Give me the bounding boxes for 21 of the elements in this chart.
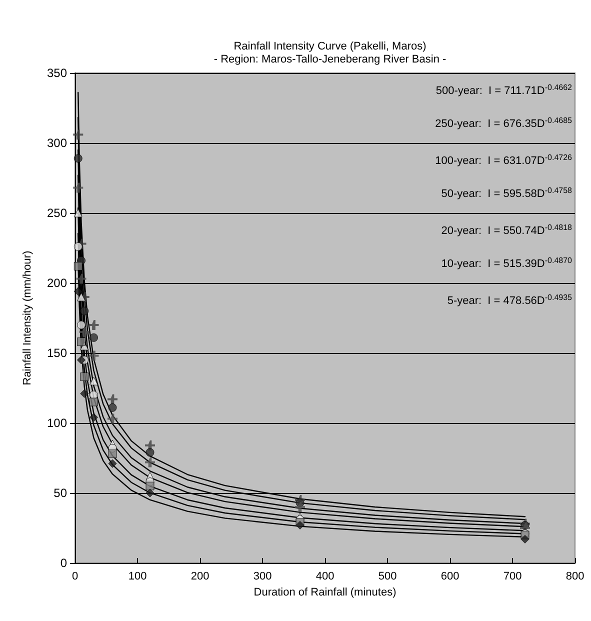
- y-tick-label: 50: [54, 486, 68, 500]
- x-tick-label: 200: [190, 570, 210, 582]
- x-tick-label: 100: [128, 570, 147, 582]
- y-tick-label: 100: [46, 416, 68, 430]
- y-tick-label: 200: [46, 276, 68, 290]
- y-tick-label: 350: [46, 66, 68, 80]
- y-tick-label: 0: [60, 556, 68, 570]
- y-tick-label: 300: [46, 136, 68, 150]
- x-tick-label: 800: [566, 570, 584, 582]
- x-tick-label: 400: [316, 570, 334, 582]
- y-axis-title: Rainfall Intensity (mm/hour): [22, 250, 34, 386]
- y-tick-label: 150: [46, 346, 68, 360]
- x-tick-label: 700: [503, 570, 522, 582]
- x-axis-title: Duration of Rainfall (minutes): [254, 586, 396, 598]
- chart-title: Rainfall Intensity Curve (Pakelli, Maros): [234, 40, 426, 52]
- y-tick-label: 250: [46, 206, 68, 220]
- chart-subtitle: - Region: Maros-Tallo-Jeneberang River Basin -: [214, 54, 446, 66]
- x-tick-label: 0: [72, 570, 78, 582]
- x-tick-label: 500: [378, 570, 397, 582]
- x-tick-label: 300: [253, 570, 272, 582]
- x-tick-label: 600: [440, 570, 460, 582]
